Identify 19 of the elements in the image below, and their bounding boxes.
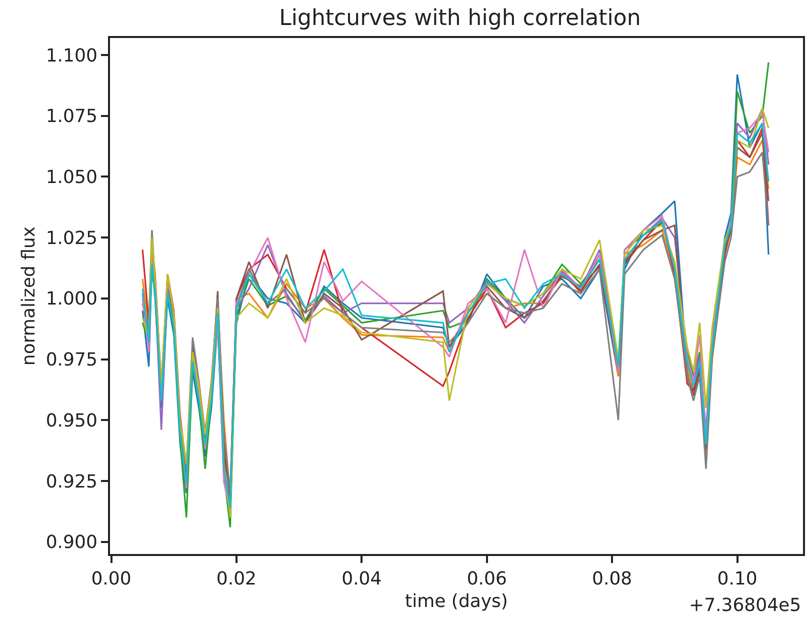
y-tick-label: 0.900	[46, 532, 98, 554]
y-tick-label: 0.925	[46, 471, 98, 492]
x-tick-label: 0.10	[717, 568, 758, 590]
y-tick-label: 0.950	[46, 410, 98, 432]
y-tick-label: 1.025	[46, 228, 98, 249]
x-tick-label: 0.02	[216, 568, 256, 590]
x-tick-label: 0.08	[592, 568, 632, 590]
y-tick-label: 0.975	[46, 350, 98, 371]
y-tick-label: 1.100	[46, 45, 98, 66]
chart-title: Lightcurves with high correlation	[279, 6, 641, 31]
y-axis-title: normalized flux	[18, 226, 40, 366]
x-tick-label: 0.04	[342, 568, 382, 590]
y-tick-label: 1.000	[46, 288, 98, 310]
x-axis-title: time (days)	[405, 591, 508, 612]
y-tick-label: 1.075	[46, 106, 98, 128]
text: +7.36804e5	[689, 595, 802, 616]
x-tick-label: 0.06	[466, 568, 507, 590]
y-tick-label: 1.050	[46, 167, 98, 188]
x-tick-label: 0.00	[91, 568, 132, 590]
